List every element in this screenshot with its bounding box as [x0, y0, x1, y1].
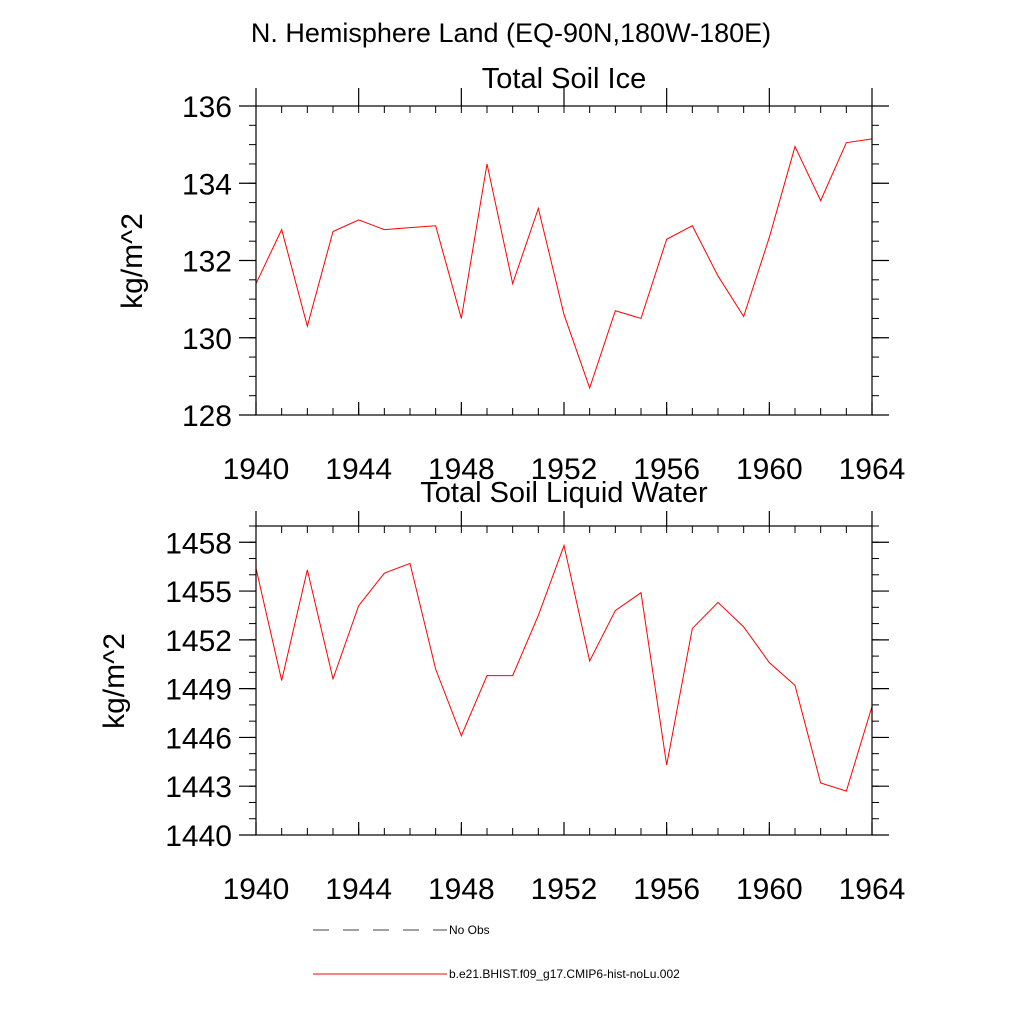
x-tick-label: 1960: [736, 453, 803, 486]
x-tick-label: 1952: [531, 453, 598, 486]
y-tick-label: 1446: [165, 722, 232, 755]
x-tick-label: 1964: [839, 873, 906, 906]
x-tick-label: 1952: [531, 873, 598, 906]
minor-ticks: [249, 105, 879, 416]
series-layer: [255, 543, 873, 792]
y-tick-label: 1452: [165, 625, 232, 658]
y-tick-label: 130: [182, 323, 232, 356]
plot-frame: [255, 105, 873, 416]
y-tick-label: 128: [182, 400, 232, 433]
x-tick-label: 1948: [428, 453, 495, 486]
panel-total-soil-liquid-water: Total Soil Liquid Water kg/m^2 1940 1944 1…: [98, 477, 905, 906]
tick-labels: 1940 1944 1948 1952 1956 1960 1964 1440 1443 1446…: [165, 527, 905, 906]
figure-title: N. Hemisphere Land (EQ-90N,180W-180E): [251, 18, 771, 48]
y-tick-label: 1440: [165, 820, 232, 853]
x-tick-label: 1944: [325, 453, 392, 486]
major-ticks: [239, 88, 889, 416]
y-tick-label: 1449: [165, 674, 232, 707]
plot-frame: [255, 525, 873, 836]
panel-title: Total Soil Liquid Water: [420, 477, 708, 509]
tick-labels: 1940 1944 1948 1952 1956 1960 1964 128 130 132 134…: [182, 91, 905, 486]
y-tick-label: 1443: [165, 771, 232, 804]
series-line: [255, 543, 873, 792]
x-tick-label: 1948: [428, 873, 495, 906]
legend-label-no-obs: No Obs: [449, 923, 490, 937]
y-tick-label: 136: [182, 91, 232, 124]
series-line: [255, 138, 873, 390]
x-tick-label: 1944: [325, 873, 392, 906]
series-layer: [255, 138, 873, 390]
legend: No Obs b.e21.BHIST.f09_g17.CMIP6-hist-no…: [313, 923, 680, 981]
x-tick-label: 1940: [223, 453, 290, 486]
x-tick-label: 1964: [839, 453, 906, 486]
y-tick-label: 132: [182, 246, 232, 279]
y-tick-label: 1458: [165, 527, 232, 560]
minor-ticks: [249, 525, 879, 836]
y-axis-label: kg/m^2: [116, 213, 149, 309]
x-tick-label: 1956: [633, 453, 700, 486]
x-tick-label: 1940: [223, 873, 290, 906]
x-tick-label: 1960: [736, 873, 803, 906]
y-tick-label: 134: [182, 168, 232, 201]
x-tick-label: 1956: [633, 873, 700, 906]
major-ticks: [239, 511, 889, 836]
y-axis-label: kg/m^2: [98, 633, 131, 729]
panel-total-soil-ice: Total Soil Ice kg/m^2 1940 1944 1948 1952 19…: [116, 63, 905, 486]
legend-label-model: b.e21.BHIST.f09_g17.CMIP6-hist-noLu.002: [449, 967, 680, 981]
y-tick-label: 1455: [165, 576, 232, 609]
